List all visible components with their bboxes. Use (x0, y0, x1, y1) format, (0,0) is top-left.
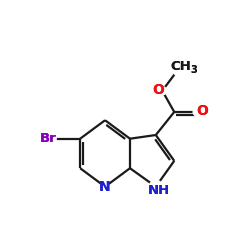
Text: Br: Br (40, 132, 57, 145)
Text: 3: 3 (190, 64, 197, 74)
Text: O: O (196, 104, 208, 118)
Circle shape (43, 132, 56, 145)
Text: N: N (99, 180, 111, 194)
Text: NH: NH (148, 184, 170, 197)
Circle shape (149, 180, 162, 193)
Text: 3: 3 (190, 64, 197, 74)
Text: Br: Br (40, 132, 57, 145)
Circle shape (101, 182, 109, 191)
Text: O: O (152, 82, 164, 96)
Circle shape (158, 86, 166, 95)
Circle shape (172, 62, 186, 76)
Text: NH: NH (148, 184, 170, 197)
Text: CH: CH (170, 60, 191, 73)
Text: O: O (196, 104, 208, 118)
Circle shape (193, 108, 202, 116)
Text: CH: CH (170, 60, 191, 73)
Text: N: N (99, 180, 111, 194)
Text: O: O (152, 82, 164, 96)
